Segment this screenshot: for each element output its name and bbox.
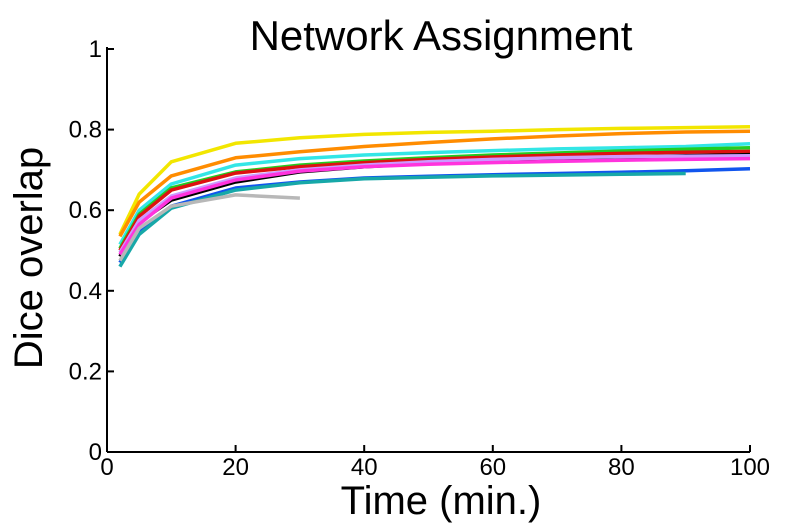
x-tick-label-3: 60	[479, 454, 506, 481]
x-tick-label-0: 0	[100, 454, 113, 481]
x-tick-label-4: 80	[608, 454, 635, 481]
series-line-8	[118, 156, 751, 256]
x-tick-label-5: 100	[730, 454, 770, 481]
series-line-1	[118, 125, 751, 236]
x-axis-label: Time (min.)	[341, 479, 542, 523]
y-tick-label-5: 1	[89, 36, 102, 63]
y-axis-label: Dice overlap	[7, 147, 51, 369]
y-tick-label-1: 0.2	[69, 358, 102, 385]
plot-lines	[118, 125, 751, 268]
y-tick-label-4: 0.8	[69, 117, 102, 144]
series-line-3	[118, 141, 751, 246]
x-tick-label-2: 40	[351, 454, 378, 481]
series-line-10	[118, 171, 686, 268]
y-tick-label-0: 0	[89, 439, 102, 466]
y-tick-label-3: 0.6	[69, 197, 102, 224]
axis-ticks: 0 20 40 60 80 100 0 0.2 0.4 0.6 0.8 1	[69, 36, 770, 481]
series-line-2	[118, 129, 751, 238]
chart-title: Network Assignment	[250, 12, 633, 59]
series-line-5	[118, 149, 751, 252]
y-tick-label-2: 0.4	[69, 278, 102, 305]
x-tick-label-1: 20	[222, 454, 249, 481]
series-line-11	[118, 193, 300, 262]
series-line-7	[118, 154, 751, 254]
